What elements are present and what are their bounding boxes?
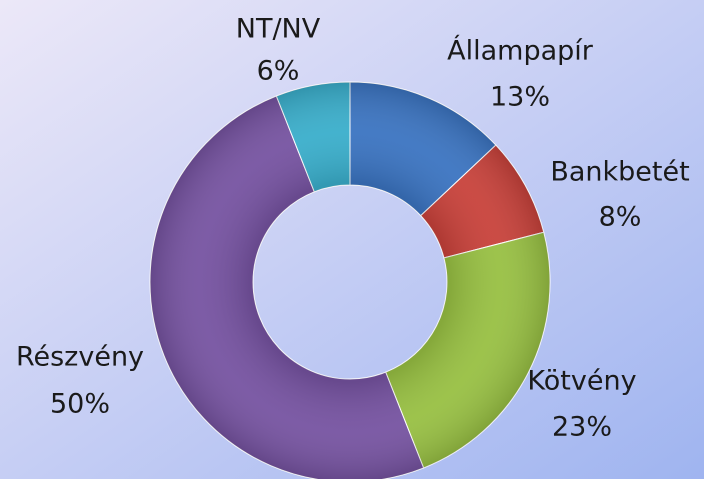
slice-value-label: 50% [50, 389, 110, 420]
slice-value-label: 13% [490, 82, 550, 113]
slice-label: Bankbetét [550, 157, 689, 188]
slice-label: Részvény [16, 342, 144, 373]
slice-value-label: 6% [257, 56, 300, 87]
slice-value-label: 23% [552, 412, 612, 443]
slice-label: Kötvény [527, 366, 636, 397]
slice-label: Állampapír [447, 35, 594, 67]
slice-label: NT/NV [236, 14, 321, 45]
slice-value-label: 8% [599, 202, 642, 233]
